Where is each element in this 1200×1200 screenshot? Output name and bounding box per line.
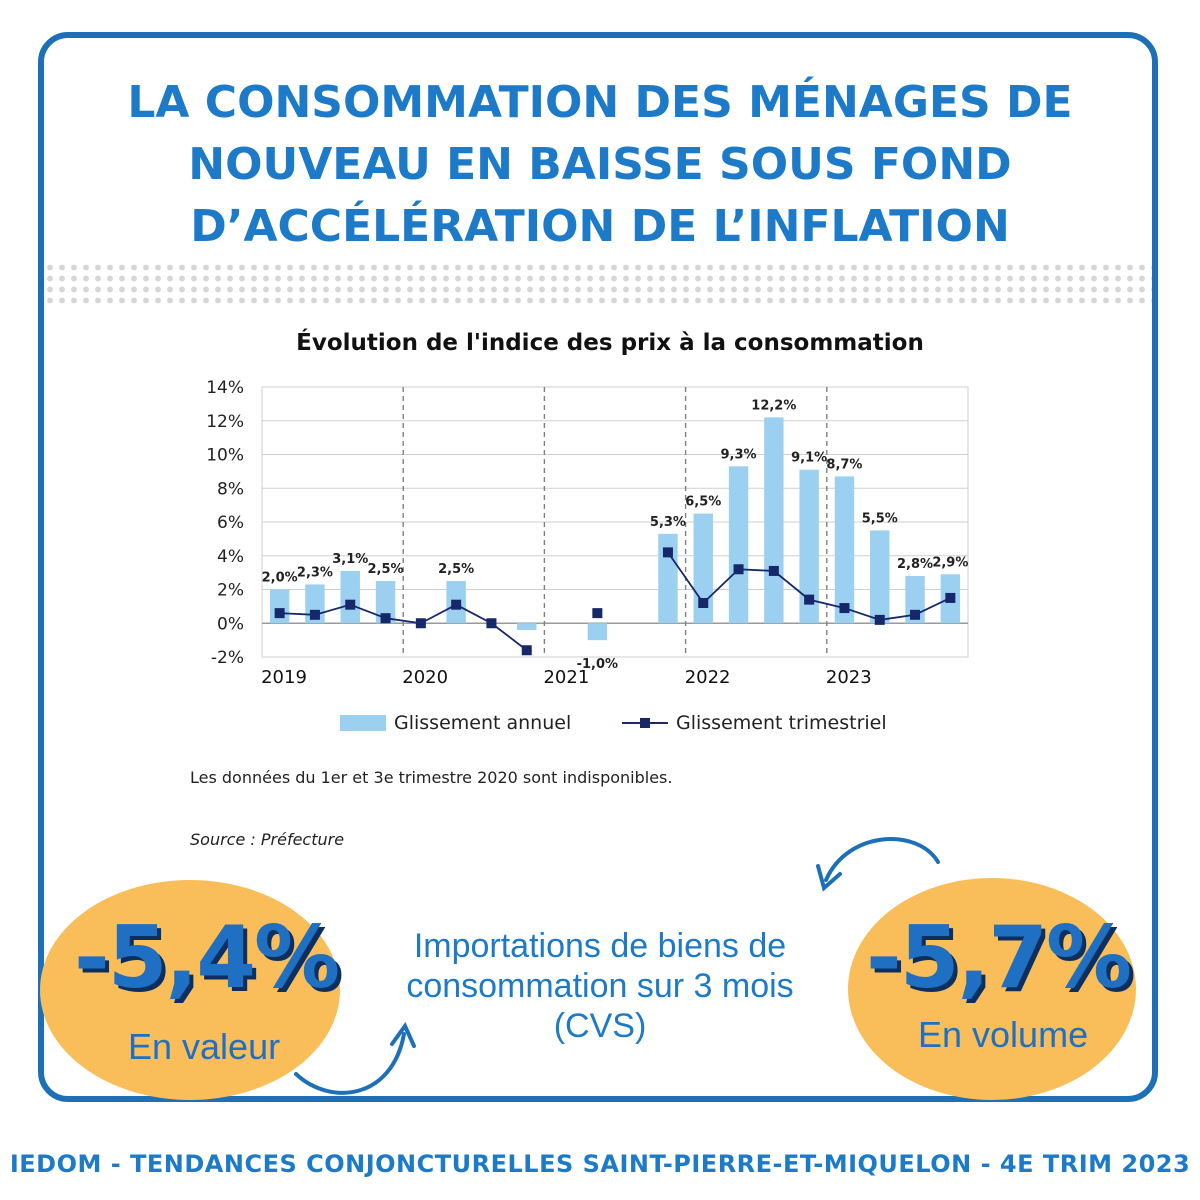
x-year-label: 2020	[402, 667, 448, 688]
point-quarterly	[274, 608, 285, 619]
bar-data-label: 5,5%	[862, 511, 898, 526]
bar-annual	[870, 530, 890, 624]
point-quarterly	[451, 599, 462, 610]
y-tick-label: 0%	[217, 614, 244, 634]
bar-data-label: 2,9%	[932, 555, 968, 570]
point-quarterly	[945, 592, 956, 603]
point-quarterly	[592, 608, 603, 619]
x-year-label: 2021	[543, 667, 589, 688]
bar-annual	[834, 476, 855, 624]
y-tick-label: 10%	[206, 446, 244, 466]
bar-annual	[517, 623, 537, 630]
cpi-chart: -2% 0% 2% 4% 6% 8% 10% 12% 14% 2019 2020 2021 2022 20…	[206, 378, 969, 688]
legend-item-annual: Glissement annuel	[340, 712, 571, 734]
right-stat-caption: En volume	[918, 1014, 1089, 1055]
right-stat-blob	[848, 878, 1136, 1100]
point-quarterly	[521, 645, 532, 656]
bar-data-label: 8,7%	[826, 457, 862, 472]
bar-data-label: 2,5%	[438, 562, 474, 577]
bar-data-label: 2,5%	[368, 562, 404, 577]
point-quarterly	[768, 565, 779, 576]
point-quarterly	[804, 594, 815, 605]
bar-data-label: 9,3%	[721, 447, 757, 462]
bar-data-label: 6,5%	[685, 495, 721, 510]
headline-line-1: LA CONSOMMATION DES MÉNAGES DE	[127, 77, 1073, 128]
point-quarterly	[380, 613, 391, 624]
bar-annual	[340, 570, 360, 624]
headline: LA CONSOMMATION DES MÉNAGES DE NOUVEAU E…	[60, 72, 1140, 258]
y-tick-label: 2%	[217, 581, 244, 601]
left-stat-blob	[40, 880, 340, 1100]
bar-data-label: 12,2%	[751, 398, 796, 413]
right-stat-value: -5,7%	[866, 908, 1132, 1008]
legend-label-annual: Glissement annuel	[394, 712, 572, 734]
x-year-label: 2019	[261, 667, 307, 688]
line-quarterly	[279, 603, 528, 651]
point-quarterly	[839, 603, 850, 614]
chart-note: Les données du 1er et 3e trimestre 2020 …	[190, 768, 673, 787]
point-quarterly	[415, 618, 426, 629]
bar-data-label: 5,3%	[650, 515, 686, 530]
bar-annual	[799, 469, 819, 624]
imports-line-1: Importations de biens de	[413, 927, 787, 965]
bar-annual	[375, 581, 396, 624]
dotted-divider	[44, 262, 1152, 306]
headline-line-3: D’ACCÉLÉRATION DE L’INFLATION	[190, 201, 1010, 252]
chart-legend: Glissement annuel Glissement trimestriel	[0, 712, 1200, 742]
bar-annual	[587, 623, 608, 641]
point-quarterly	[345, 599, 356, 610]
point-quarterly	[910, 609, 921, 620]
bar-annual	[728, 466, 749, 624]
y-tick-label: 4%	[217, 547, 244, 567]
y-tick-label: 14%	[206, 378, 244, 398]
bar-data-label: 2,0%	[262, 571, 298, 586]
bar-data-label: 3,1%	[332, 552, 368, 567]
legend-item-quarterly: Glissement trimestriel	[622, 712, 887, 734]
left-stat-caption: En valeur	[128, 1026, 281, 1067]
bar-data-label: 2,8%	[897, 557, 933, 572]
footer-credit: IEDOM - TENDANCES CONJONCTURELLES SAINT-…	[9, 1150, 1191, 1178]
imports-description: Importations de biens de consommation su…	[360, 926, 840, 1046]
bar-data-label: 2,3%	[297, 565, 333, 580]
headline-line-2: NOUVEAU EN BAISSE SOUS FOND	[188, 139, 1012, 190]
x-year-label: 2023	[826, 667, 872, 688]
arrow-icon-bottom-left	[294, 1022, 416, 1095]
point-quarterly	[733, 564, 744, 575]
point-quarterly	[874, 614, 885, 625]
point-quarterly	[486, 618, 497, 629]
bar-data-label: -1,0%	[577, 657, 618, 672]
point-quarterly	[662, 547, 673, 558]
legend-swatch-bar	[340, 715, 386, 731]
chart-source: Source : Préfecture	[190, 830, 345, 849]
bar-data-label: 9,1%	[791, 451, 827, 466]
imports-line-3: (CVS)	[553, 1007, 647, 1045]
y-tick-label: -2%	[211, 648, 244, 668]
imports-line-2: consommation sur 3 mois	[406, 967, 794, 1005]
legend-label-quarterly: Glissement trimestriel	[676, 712, 887, 734]
y-tick-label: 8%	[217, 479, 244, 499]
point-quarterly	[309, 609, 320, 620]
y-tick-label: 6%	[217, 513, 244, 533]
arrow-icon-top-right	[816, 837, 940, 892]
chart-title: Évolution de l'indice des prix à la cons…	[296, 330, 924, 356]
left-stat-value: -5,4%	[74, 908, 340, 1008]
y-tick-label: 12%	[206, 412, 244, 432]
legend-swatch-line	[622, 715, 668, 731]
x-year-label: 2022	[685, 667, 731, 688]
point-quarterly	[698, 598, 709, 608]
